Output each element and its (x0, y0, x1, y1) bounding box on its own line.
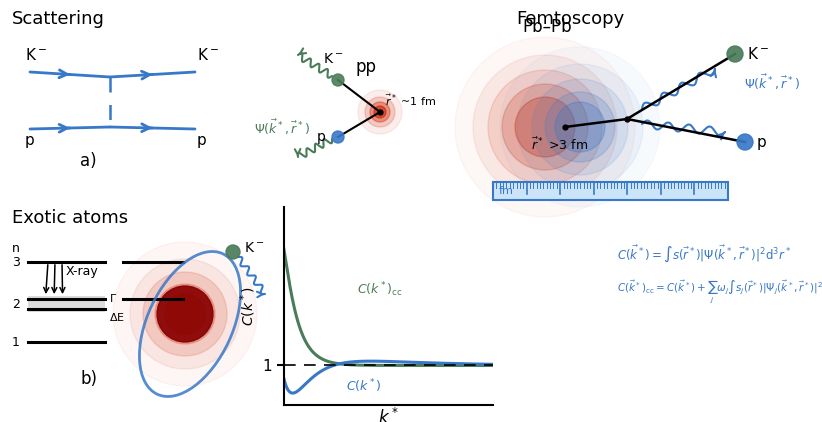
Text: 3: 3 (12, 255, 20, 268)
Text: K$^-$: K$^-$ (323, 52, 343, 66)
Circle shape (515, 97, 575, 157)
Bar (28, 296, 105, 312)
Text: p: p (317, 130, 326, 144)
Text: K$^-$: K$^-$ (747, 46, 769, 62)
Circle shape (488, 70, 602, 184)
Text: $\vec{r}^*$ >3 fm: $\vec{r}^*$ >3 fm (531, 137, 589, 153)
Y-axis label: $C(k^*)$: $C(k^*)$ (238, 286, 258, 326)
Text: Exotic atoms: Exotic atoms (12, 209, 128, 227)
X-axis label: $k^*$: $k^*$ (378, 408, 399, 422)
Text: 2: 2 (12, 298, 20, 311)
Circle shape (555, 102, 605, 152)
Text: $C(\vec{k}^*)_{\rm cc}=C(\vec{k}^*)+\sum_j\omega_j\int s_j(\vec{r}^*)|\Psi_j(\ve: $C(\vec{k}^*)_{\rm cc}=C(\vec{k}^*)+\sum… (617, 279, 822, 305)
Text: $\vec{r}^*$ ~1 fm: $\vec{r}^*$ ~1 fm (385, 92, 436, 108)
Text: p: p (197, 133, 207, 148)
Circle shape (374, 106, 386, 118)
Text: pp: pp (355, 58, 376, 76)
Text: p: p (757, 135, 767, 149)
Text: K$^-$: K$^-$ (25, 47, 47, 63)
Circle shape (473, 55, 617, 199)
Text: fm: fm (499, 186, 514, 196)
Text: $C(k^*)$: $C(k^*)$ (346, 377, 382, 395)
Text: Pb–Pb: Pb–Pb (522, 18, 572, 36)
Circle shape (165, 294, 205, 334)
Text: n: n (12, 241, 20, 254)
Text: $\Psi(\vec{k}^*,\vec{r}^*)$: $\Psi(\vec{k}^*,\vec{r}^*)$ (254, 117, 310, 137)
Circle shape (502, 84, 588, 170)
Circle shape (532, 79, 628, 175)
Circle shape (332, 74, 344, 86)
Text: $\Psi(\vec{k}^*,\vec{r}^*)$: $\Psi(\vec{k}^*,\vec{r}^*)$ (744, 72, 800, 92)
Text: 1: 1 (12, 335, 20, 349)
Circle shape (545, 92, 615, 162)
Circle shape (517, 64, 643, 190)
Text: $C(k^*)_{\rm cc}$: $C(k^*)_{\rm cc}$ (357, 280, 403, 299)
Text: K$^-$: K$^-$ (244, 241, 264, 255)
Circle shape (155, 284, 215, 344)
Circle shape (226, 245, 240, 259)
Circle shape (370, 102, 390, 122)
Circle shape (737, 134, 753, 150)
Text: X-ray: X-ray (66, 265, 99, 278)
Circle shape (143, 272, 227, 356)
Text: Scattering: Scattering (12, 10, 105, 28)
Circle shape (130, 259, 240, 369)
Text: $\Gamma$: $\Gamma$ (109, 292, 117, 304)
Circle shape (365, 97, 395, 127)
Text: K$^-$: K$^-$ (197, 47, 219, 63)
Text: p: p (25, 133, 35, 148)
Text: $\Delta$E: $\Delta$E (109, 311, 125, 323)
Text: c): c) (290, 370, 306, 388)
Circle shape (358, 90, 402, 134)
FancyBboxPatch shape (493, 182, 728, 200)
Text: Femtoscopy: Femtoscopy (516, 10, 624, 28)
Text: b): b) (80, 370, 97, 388)
Text: $C(\vec{k}^*) = \int s(\vec{r}^*)|\Psi(\vec{k}^*,\vec{r}^*)|^2{\rm d}^3r^*$: $C(\vec{k}^*) = \int s(\vec{r}^*)|\Psi(\… (617, 244, 792, 264)
Circle shape (727, 46, 743, 62)
Text: a): a) (80, 152, 97, 170)
Circle shape (332, 131, 344, 143)
Circle shape (157, 286, 213, 342)
